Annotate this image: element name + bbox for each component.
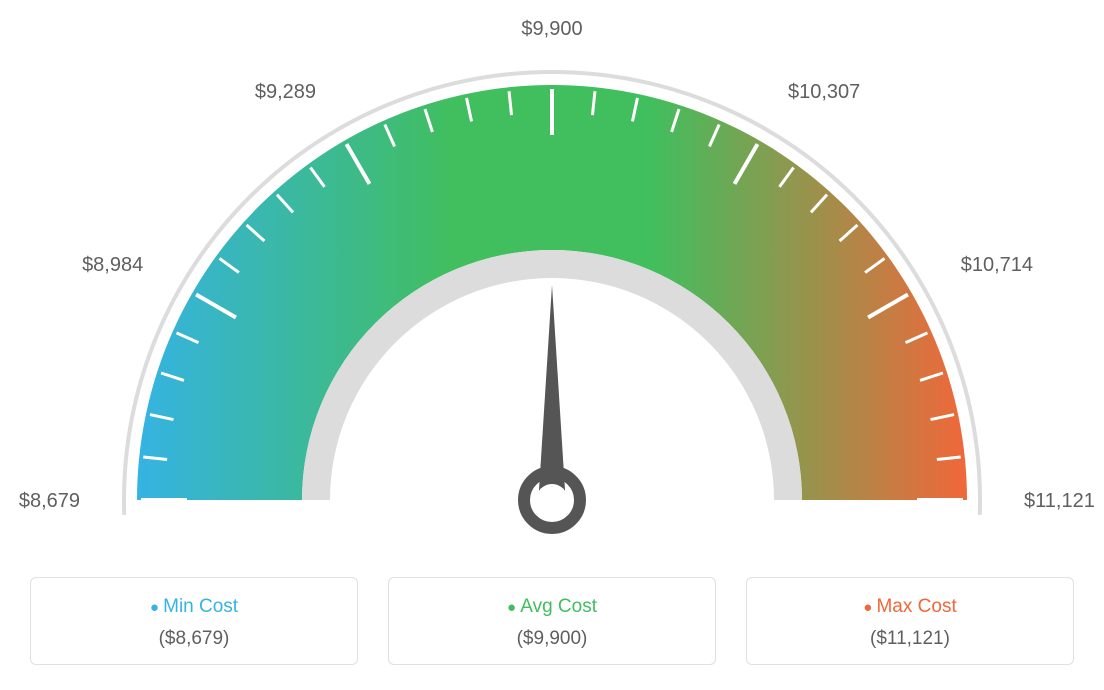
gauge-needle-hub-inner	[536, 484, 568, 516]
legend-card-min: Min Cost ($8,679)	[30, 577, 358, 665]
gauge-tick-label: $8,679	[0, 490, 80, 513]
legend-max-value: ($11,121)	[757, 628, 1063, 650]
gauge-tick-label: $10,714	[961, 254, 1033, 277]
gauge-svg	[0, 20, 1104, 545]
legend-card-avg: Avg Cost ($9,900)	[388, 577, 716, 665]
legend-card-max: Max Cost ($11,121)	[746, 577, 1074, 665]
legend-row: Min Cost ($8,679) Avg Cost ($9,900) Max …	[0, 577, 1104, 665]
legend-min-title: Min Cost	[41, 596, 347, 618]
gauge-tick-label: $11,121	[1024, 490, 1095, 513]
legend-avg-value: ($9,900)	[399, 628, 705, 650]
legend-max-title: Max Cost	[757, 596, 1063, 618]
legend-avg-title: Avg Cost	[399, 596, 705, 618]
legend-min-value: ($8,679)	[41, 628, 347, 650]
cost-gauge: $8,679 $8,984 $9,289 $9,900 $10,307 $10,714 $1…	[0, 0, 1104, 545]
gauge-tick-label: $9,900	[512, 18, 592, 41]
gauge-tick-label: $9,289	[236, 81, 316, 104]
gauge-tick-label: $8,984	[63, 254, 143, 277]
gauge-tick-label: $10,307	[788, 81, 860, 104]
